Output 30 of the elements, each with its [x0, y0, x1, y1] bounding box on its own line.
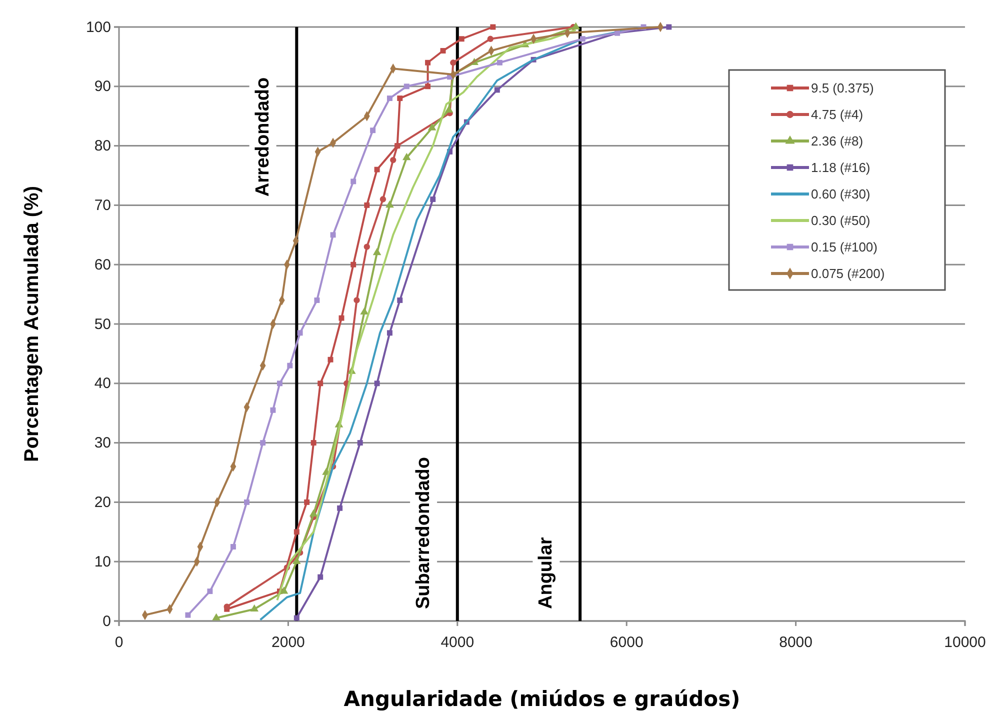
x-tick-label: 8000	[779, 634, 812, 651]
y-tick-label: 100	[86, 18, 111, 36]
ref-line-label: Arredondado	[252, 77, 274, 197]
y-tick-label: 30	[94, 434, 111, 452]
x-axis-title: Angularidade (miúdos e graúdos)	[344, 687, 740, 711]
legend-label: 2.36 (#8)	[811, 134, 864, 149]
legend-label: 0.60 (#30)	[811, 186, 870, 202]
ref-line-label: Angular	[536, 536, 557, 609]
ref-line-label: Subarredondado	[413, 456, 434, 609]
y-tick-label: 70	[94, 197, 111, 214]
legend-label: 1.18 (#16)	[811, 160, 870, 176]
x-tick-label: 10000	[944, 634, 986, 651]
x-tick-label: 2000	[272, 634, 305, 651]
y-tick-label: 10	[94, 553, 111, 570]
y-tick-label: 90	[94, 78, 111, 96]
y-tick-label: 50	[94, 316, 111, 333]
legend-label: 9.5 (0.375)	[811, 80, 874, 96]
y-tick-label: 40	[94, 375, 111, 392]
legend-label: 0.30 (#50)	[811, 213, 870, 228]
x-tick-label: 0	[114, 634, 124, 651]
y-tick-label: 0	[102, 612, 111, 630]
y-axis-title: Porcentagem Acumulada (%)	[21, 186, 43, 462]
y-tick-label: 20	[94, 494, 111, 511]
legend-label: 0.075 (#200)	[811, 266, 885, 282]
legend-label: 0.15 (#100)	[811, 240, 878, 255]
y-tick-label: 60	[94, 256, 111, 274]
x-tick-label: 4000	[440, 634, 474, 651]
legend-label: 4.75 (#4)	[811, 107, 864, 122]
x-tick-label: 6000	[610, 634, 644, 651]
y-tick-label: 80	[94, 138, 111, 155]
